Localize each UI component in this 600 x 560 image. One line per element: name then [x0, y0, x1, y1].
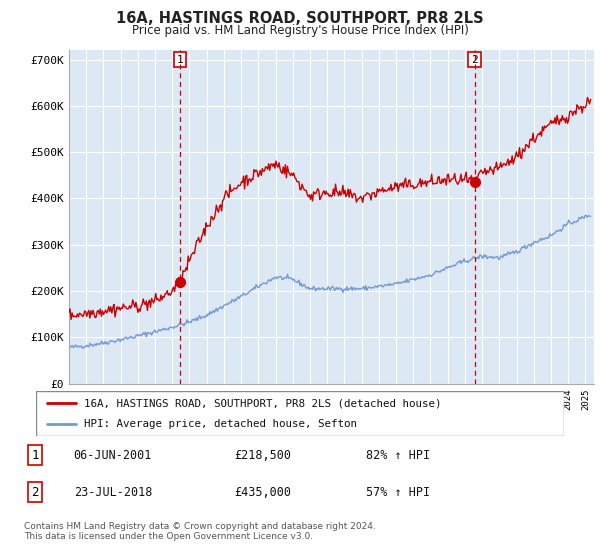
- Text: Contains HM Land Registry data © Crown copyright and database right 2024.
This d: Contains HM Land Registry data © Crown c…: [24, 522, 376, 542]
- Text: 23-JUL-2018: 23-JUL-2018: [74, 486, 152, 499]
- Text: HPI: Average price, detached house, Sefton: HPI: Average price, detached house, Seft…: [83, 419, 356, 430]
- Text: £435,000: £435,000: [234, 486, 291, 499]
- Text: 82% ↑ HPI: 82% ↑ HPI: [366, 449, 430, 462]
- Text: £218,500: £218,500: [234, 449, 291, 462]
- Text: 57% ↑ HPI: 57% ↑ HPI: [366, 486, 430, 499]
- Text: 06-JUN-2001: 06-JUN-2001: [74, 449, 152, 462]
- Text: 2: 2: [471, 55, 478, 64]
- Text: 16A, HASTINGS ROAD, SOUTHPORT, PR8 2LS: 16A, HASTINGS ROAD, SOUTHPORT, PR8 2LS: [116, 11, 484, 26]
- Text: 1: 1: [31, 449, 39, 462]
- Text: 16A, HASTINGS ROAD, SOUTHPORT, PR8 2LS (detached house): 16A, HASTINGS ROAD, SOUTHPORT, PR8 2LS (…: [83, 398, 441, 408]
- Text: 2: 2: [31, 486, 39, 499]
- Text: 1: 1: [176, 55, 183, 64]
- Text: Price paid vs. HM Land Registry's House Price Index (HPI): Price paid vs. HM Land Registry's House …: [131, 24, 469, 36]
